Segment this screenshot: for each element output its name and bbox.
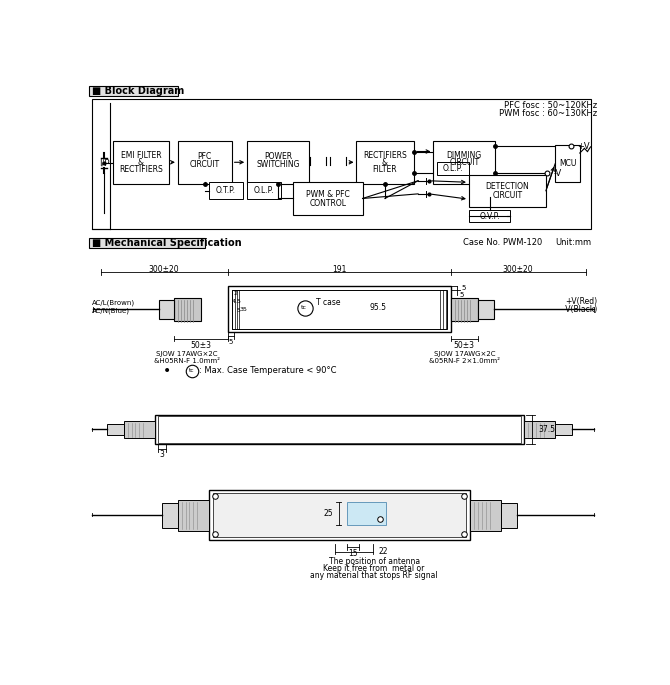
Bar [113,142,169,184]
Text: any material that stops RF signal: any material that stops RF signal [310,571,438,580]
Text: AC/L(Brown): AC/L(Brown) [92,300,135,306]
Text: O.V.P.: O.V.P. [480,212,500,221]
Bar [178,142,232,184]
Text: +V: +V [577,142,590,151]
Text: 15: 15 [348,549,357,558]
Bar [451,298,478,321]
Bar [247,142,309,184]
Bar [92,99,590,229]
Text: T case: T case [316,298,340,307]
Text: 3: 3 [159,450,164,460]
Text: POWER: POWER [264,152,292,162]
Text: 22: 22 [378,547,387,556]
Text: SJOW 17AWG×2C: SJOW 17AWG×2C [156,351,218,357]
Text: 50±3: 50±3 [454,341,475,350]
Bar [107,424,124,435]
Bar [478,300,494,319]
Text: : Max. Case Temperature < 90°C: : Max. Case Temperature < 90°C [200,366,337,375]
Text: SWITCHING: SWITCHING [256,160,299,169]
Text: 2: 2 [234,291,238,297]
Bar [159,300,174,319]
Text: CIRCUIT: CIRCUIT [492,191,523,200]
Text: AC/N(Blue): AC/N(Blue) [92,308,129,314]
Bar [162,503,178,528]
Bar [469,175,546,207]
Text: CIRCUIT: CIRCUIT [190,160,220,169]
Text: &: & [382,158,388,166]
Text: O.T.P.: O.T.P. [216,186,236,195]
Bar [155,415,525,444]
Text: •: • [162,364,171,378]
Bar [232,290,446,329]
Text: 191: 191 [332,265,346,274]
Text: 95.5: 95.5 [370,303,387,312]
Text: I/P: I/P [99,158,110,168]
Bar [470,499,501,531]
Text: Keep it free from  metal or: Keep it free from metal or [324,564,425,573]
Text: SJOW 17AWG×2C: SJOW 17AWG×2C [433,351,495,357]
Bar [89,238,205,248]
Text: 5: 5 [461,285,466,291]
Text: 5: 5 [237,308,241,314]
Bar [356,142,414,184]
Text: PFC fosc : 50~120KHz: PFC fosc : 50~120KHz [505,101,598,110]
Text: +V(Red): +V(Red) [565,297,598,306]
Text: 25: 25 [324,509,334,518]
Text: 5: 5 [460,292,464,299]
Text: MCU: MCU [559,160,576,169]
Text: PWM fosc : 60~130KHz: PWM fosc : 60~130KHz [499,108,598,118]
Bar [89,86,178,96]
Text: RECTIFIERS: RECTIFIERS [119,164,163,174]
Text: 300±20: 300±20 [503,265,533,274]
Text: The position of antenna: The position of antenna [328,558,419,566]
Text: tc: tc [301,306,307,310]
Bar [469,210,511,223]
Text: 300±20: 300±20 [149,265,180,274]
Bar [293,182,362,214]
Text: DIMMING: DIMMING [447,151,482,160]
Text: 35: 35 [239,307,247,312]
Bar [178,499,208,531]
Bar [124,421,155,438]
Bar [347,502,386,525]
Text: tc: tc [189,369,194,373]
Text: &H05RN-F 1.0mm²: &H05RN-F 1.0mm² [154,358,220,364]
Bar [213,493,466,537]
Text: Unit:mm: Unit:mm [555,238,591,247]
Bar [555,145,580,182]
Text: O.L.P.: O.L.P. [254,186,274,195]
Text: &05RN-F 2×1.0mm²: &05RN-F 2×1.0mm² [429,358,500,364]
Bar [174,298,201,321]
Text: 37.5: 37.5 [538,425,555,434]
Text: DETECTION: DETECTION [486,182,529,191]
Text: ■ Block Diagram: ■ Block Diagram [92,86,185,96]
Text: RECTIFIERS: RECTIFIERS [363,151,407,160]
Bar [525,421,555,438]
Bar [433,142,495,184]
Text: PWM & PFC: PWM & PFC [306,190,350,199]
Text: EMI FILTER: EMI FILTER [121,151,161,160]
Bar [158,416,521,443]
Text: &: & [138,158,144,166]
Bar [437,162,469,175]
Text: 4.5: 4.5 [232,299,242,304]
Bar [228,286,451,332]
Text: ■ Mechanical Specification: ■ Mechanical Specification [92,238,242,248]
Text: 50±3: 50±3 [190,341,212,350]
Text: CONTROL: CONTROL [310,199,346,208]
Text: FILTER: FILTER [373,164,397,174]
Bar [501,503,517,528]
Text: Case No. PWM-120: Case No. PWM-120 [463,238,542,247]
Text: -V(Black): -V(Black) [563,305,598,314]
Bar [247,182,281,199]
Text: 5: 5 [228,340,233,345]
Text: O.L.P.: O.L.P. [442,164,463,173]
Text: CIRCUIT: CIRCUIT [449,158,479,166]
Text: -V: -V [553,169,562,177]
Bar [208,490,470,540]
Bar [208,182,243,199]
Bar [555,424,572,435]
Text: PFC: PFC [198,152,212,162]
